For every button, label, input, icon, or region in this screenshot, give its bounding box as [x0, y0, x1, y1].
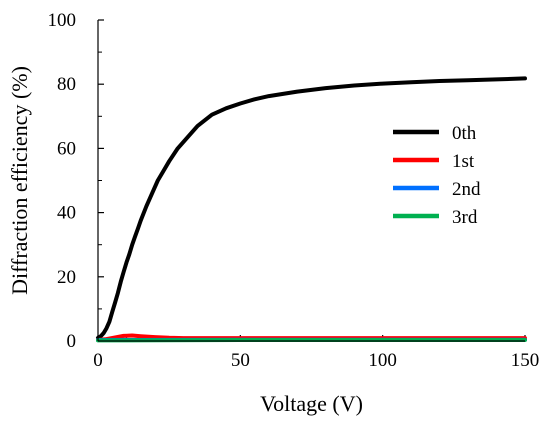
y-tick-label: 0 — [67, 331, 77, 352]
legend-label-0th: 0th — [452, 123, 477, 144]
y-tick-label: 20 — [57, 267, 76, 288]
series-layer — [96, 76, 527, 343]
x-tick-label: 100 — [368, 350, 397, 371]
x-axis-title: Voltage (V) — [260, 391, 363, 416]
legend: 0th 1st 2nd 3rd — [393, 123, 481, 228]
x-tick-label: 50 — [231, 350, 250, 371]
x-tick-label: 150 — [511, 350, 540, 371]
series-line-0th — [96, 76, 527, 340]
legend-label-3rd: 3rd — [452, 207, 478, 228]
x-tick-label: 0 — [93, 350, 103, 371]
legend-label-2nd: 2nd — [452, 179, 481, 200]
y-axis-ticks: 0 20 40 60 80 100 — [48, 10, 104, 352]
y-tick-label: 100 — [48, 10, 77, 31]
y-axis-title: Diffraction efficiency (%) — [7, 66, 32, 295]
legend-label-1st: 1st — [452, 151, 475, 172]
y-tick-label: 80 — [57, 74, 76, 95]
y-tick-label: 40 — [57, 203, 76, 224]
y-tick-label: 60 — [57, 138, 76, 159]
